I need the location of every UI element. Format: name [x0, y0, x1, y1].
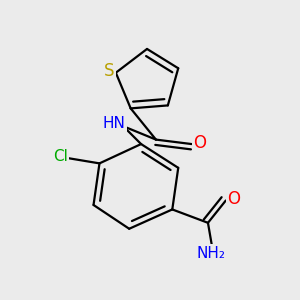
Text: HN: HN: [103, 116, 126, 131]
Text: Cl: Cl: [53, 149, 68, 164]
Text: S: S: [104, 62, 115, 80]
Text: O: O: [194, 134, 206, 152]
Text: NH₂: NH₂: [196, 246, 225, 261]
Text: O: O: [228, 190, 241, 208]
